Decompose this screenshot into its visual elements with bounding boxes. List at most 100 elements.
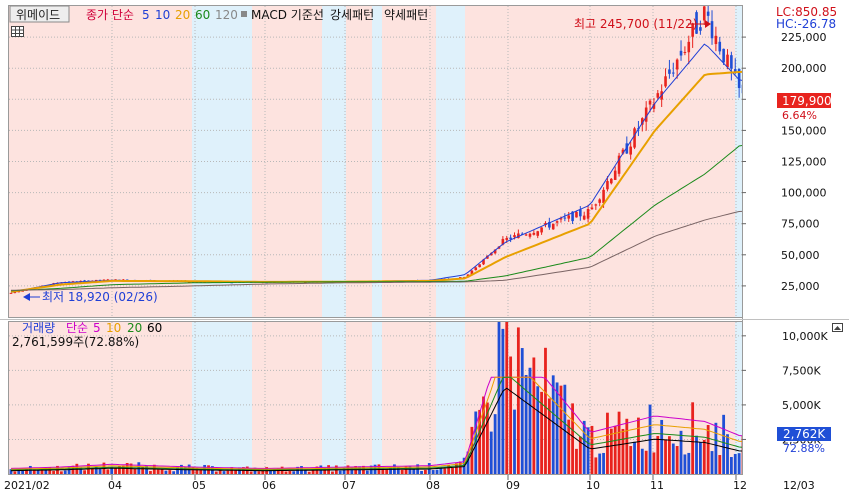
up-candle [702, 6, 706, 21]
stock-name-box[interactable] [9, 5, 70, 23]
volume-bar-down [36, 470, 40, 474]
price-legend-label: 종가 단순 [86, 8, 134, 22]
volume-bar-up [625, 418, 629, 474]
volume-ma-거래량-1-line [10, 376, 742, 469]
volume-bar-up [540, 391, 544, 474]
volume-bar-up [606, 412, 609, 474]
ma-period-5[interactable]: 5 [142, 8, 150, 22]
down-candle [571, 211, 574, 222]
volume-bar-up [381, 468, 385, 474]
volume-bar-up [609, 428, 613, 474]
up-candle [641, 118, 644, 125]
current-volume-badge [777, 427, 831, 441]
current-volume: 2,762K [783, 427, 826, 441]
bull-pattern-legend[interactable]: 강세패턴 [330, 8, 374, 22]
ma-period-120[interactable]: 120 [215, 8, 238, 22]
volume-bar-down [303, 469, 307, 474]
volume-bar-up [168, 470, 172, 474]
volume-bar-up [141, 466, 145, 474]
date-tick-label: 09 [506, 479, 520, 492]
up-candle [544, 222, 547, 226]
volume-bar-up [458, 461, 462, 474]
volume-bar-down [737, 453, 741, 474]
volume-bar-up [578, 436, 582, 474]
macd-legend[interactable]: MACD 기준선 [251, 8, 324, 22]
volume-bar-down [338, 470, 342, 474]
change-percent: 6.64% [782, 109, 817, 122]
vol-ma-period-10[interactable]: 10 [106, 321, 121, 335]
down-candle [579, 209, 582, 217]
volume-bar-down [493, 414, 497, 474]
ma-period-10[interactable]: 10 [155, 8, 170, 22]
vol-ma-period-5[interactable]: 5 [93, 321, 101, 335]
date-tick-label: 07 [342, 479, 356, 492]
up-candle [478, 264, 481, 268]
down-candle [733, 69, 737, 74]
up-candle [536, 231, 540, 236]
volume-bar-up [478, 409, 482, 474]
date-tick-label: 12 [733, 479, 747, 492]
volume-bar-down [528, 367, 532, 474]
up-candle [94, 279, 98, 281]
volume-bar-down [435, 469, 439, 474]
volume-bar-up [706, 425, 710, 474]
low-arrow-head [23, 293, 30, 301]
down-candle [737, 68, 741, 89]
volume-average-lines [10, 376, 742, 472]
volume-bar-down [79, 467, 83, 474]
down-candle [699, 27, 702, 31]
volume-bar-up [544, 347, 547, 474]
volume-bar-down [342, 468, 346, 474]
volume-bar-down [431, 470, 435, 474]
ma-period-20[interactable]: 20 [175, 8, 190, 22]
volume-bar-down [563, 384, 567, 474]
up-candle [664, 76, 667, 87]
bull-pattern-zone [346, 322, 372, 474]
up-candle [21, 290, 24, 292]
date-tick-label: 06 [262, 479, 276, 492]
volume-bar-up [567, 419, 571, 474]
volume-bar-down [683, 454, 687, 474]
date-tick-label: 05 [192, 479, 206, 492]
volume-percent: 72.88% [783, 442, 825, 455]
price-tick-label: 200,000 [781, 62, 827, 75]
volume-bar-up [160, 469, 164, 474]
ma-period-60[interactable]: 60 [195, 8, 210, 22]
ma-60-line [10, 144, 742, 292]
volume-bar-up [133, 468, 137, 474]
down-candle [710, 21, 714, 39]
volume-bar-down [695, 435, 698, 474]
price-tick-label: 150,000 [781, 124, 827, 137]
current-price-badge [777, 93, 831, 108]
volume-bar-up [532, 357, 536, 474]
date-tick-label: 2021/02 [4, 479, 50, 492]
up-candle [683, 52, 687, 54]
down-candle [98, 279, 102, 281]
volume-bar-up [668, 436, 671, 474]
volume-bar-down [110, 467, 114, 474]
up-candle [590, 207, 594, 210]
vol-ma-period-60[interactable]: 60 [147, 321, 162, 335]
high-arrow-head [705, 20, 711, 28]
up-candle [71, 281, 75, 283]
up-candle [582, 215, 586, 220]
price-y-axis: 25,000 50,000 75,000 100,000 125,000 150,000 2… [742, 31, 827, 293]
volume-bar-down [269, 469, 272, 474]
volume-bar-down [489, 431, 493, 474]
volume-bar-down [172, 471, 176, 474]
volume-tick-label: 5,000K [782, 399, 821, 412]
up-candle [602, 189, 605, 203]
bear-pattern-legend[interactable]: 약세패턴 [384, 7, 428, 22]
volume-bar-up [199, 469, 203, 474]
vol-ma-period-20[interactable]: 20 [127, 321, 142, 335]
stock-name[interactable]: 위메이드 [16, 8, 60, 22]
maximize-icon[interactable] [832, 323, 843, 332]
volume-bar-up [323, 468, 327, 474]
up-candle [613, 170, 617, 180]
up-candle [524, 234, 528, 236]
volume-bar-up [400, 469, 404, 474]
volume-bar-down [733, 453, 737, 474]
date-tick-label: 11 [650, 479, 664, 492]
grid-table-icon[interactable] [11, 26, 24, 37]
